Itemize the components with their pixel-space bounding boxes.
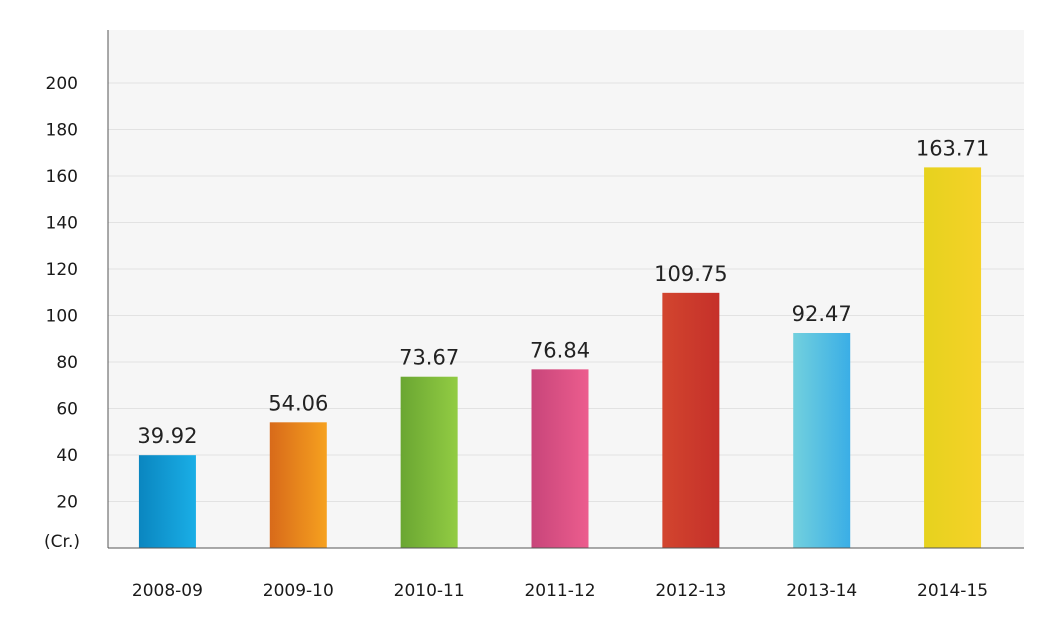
bar-2014-15 <box>924 167 982 548</box>
bar-2008-09 <box>138 455 196 548</box>
bar-2013-14 <box>793 333 851 548</box>
y-tick-label: 80 <box>56 353 78 373</box>
value-label-2010-11: 73.67 <box>399 346 459 370</box>
value-label-2008-09: 39.92 <box>137 424 197 448</box>
x-tick-label-2009-10: 2009-10 <box>263 581 334 601</box>
bars <box>138 167 982 548</box>
bar-2011-12 <box>531 369 589 548</box>
x-tick-label-2010-11: 2010-11 <box>394 581 465 601</box>
value-label-2012-13: 109.75 <box>654 262 727 286</box>
y-tick-label: 120 <box>46 260 78 280</box>
bar-2012-13 <box>662 292 720 548</box>
x-tick-label-2011-12: 2011-12 <box>524 581 595 601</box>
y-tick-label: 180 <box>46 121 78 141</box>
unit-label: (Cr.) <box>44 532 80 552</box>
y-tick-label: 100 <box>46 307 78 327</box>
value-label-2009-10: 54.06 <box>268 391 328 415</box>
value-label-2014-15: 163.71 <box>916 136 989 160</box>
y-tick-label: 20 <box>56 493 78 513</box>
x-tick-label-2008-09: 2008-09 <box>132 581 203 601</box>
x-tick-label-2013-14: 2013-14 <box>786 581 857 601</box>
x-tick-label-2012-13: 2012-13 <box>655 581 726 601</box>
value-labels: 39.92 54.06 73.67 76.84 109.75 92.47 163.71 <box>137 136 989 448</box>
bar-2010-11 <box>400 376 458 548</box>
bar-2009-10 <box>269 422 327 548</box>
x-tick-label-2014-15: 2014-15 <box>917 581 988 601</box>
y-tick-label: 40 <box>56 446 78 466</box>
y-tick-label: 160 <box>46 167 78 187</box>
y-tick-label: 140 <box>46 214 78 234</box>
value-label-2011-12: 76.84 <box>530 338 590 362</box>
y-tick-label: 60 <box>56 400 78 420</box>
x-tick-labels: 2008-09 2009-10 2010-11 2011-12 2012-13 2013-… <box>132 581 988 601</box>
y-tick-labels: 20 40 60 80 100 120 140 160 180 200 <box>46 74 78 513</box>
value-label-2013-14: 92.47 <box>792 302 852 326</box>
y-tick-label: 200 <box>46 74 78 94</box>
